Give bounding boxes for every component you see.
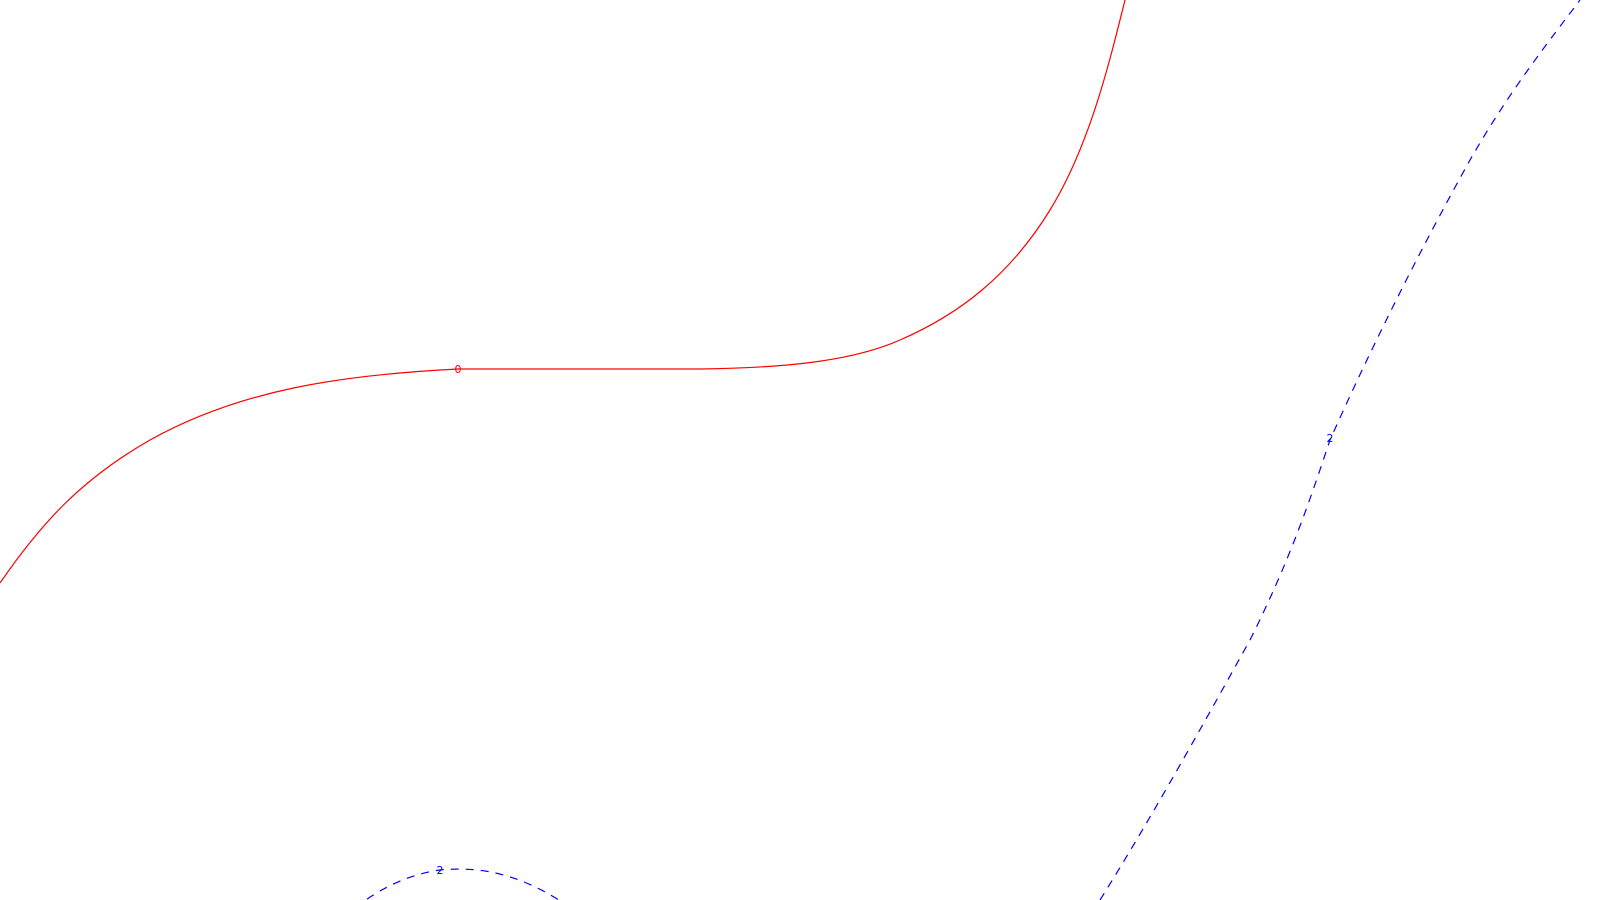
contour-label-level-2-right: 2 — [1327, 432, 1334, 445]
contour-label-level-2-bottom: 2 — [437, 864, 444, 877]
contour-line-level-2-bottom — [364, 868, 560, 900]
contour-label-level-0: 0 — [455, 363, 462, 376]
contour-line-level-0 — [0, 0, 1126, 584]
contour-line-level-2-right — [1099, 0, 1581, 900]
